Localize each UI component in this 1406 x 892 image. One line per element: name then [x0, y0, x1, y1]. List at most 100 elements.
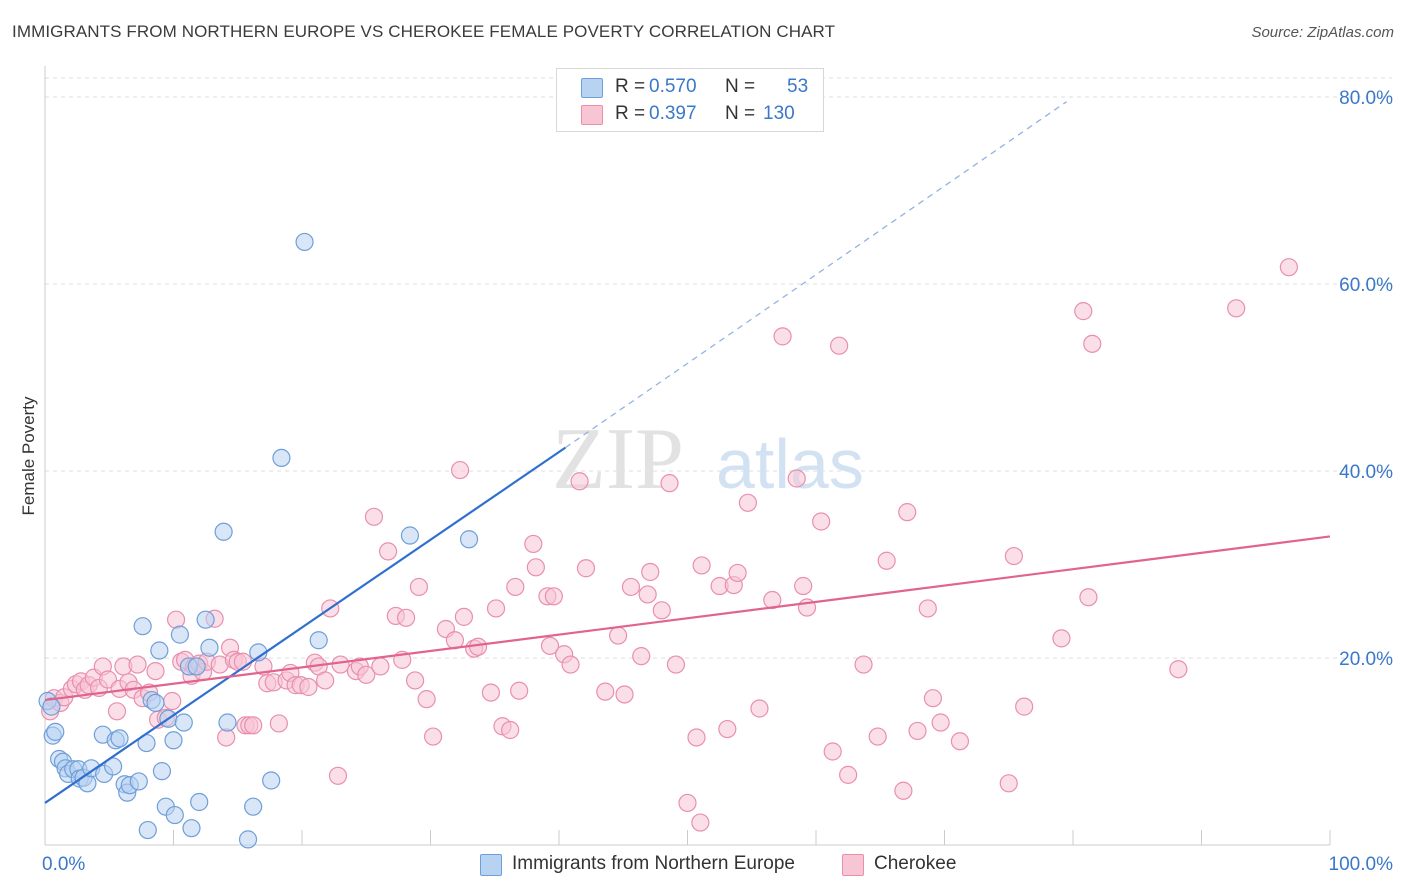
- data-point: [652, 601, 671, 620]
- data-point: [454, 607, 474, 626]
- data-point: [526, 558, 545, 577]
- data-point: [615, 685, 634, 704]
- data-point: [170, 625, 190, 644]
- n-label: N =: [725, 103, 756, 124]
- data-point: [787, 469, 806, 488]
- data-point: [544, 587, 563, 606]
- data-point: [918, 599, 937, 618]
- data-point: [200, 638, 219, 657]
- data-point: [409, 577, 429, 597]
- data-point: [1083, 334, 1102, 353]
- data-point: [830, 336, 849, 355]
- data-point: [244, 716, 263, 735]
- data-point: [666, 655, 686, 674]
- r-label: R =: [615, 103, 646, 124]
- data-point: [540, 636, 560, 655]
- chart-title: IMMIGRANTS FROM NORTHERN EUROPE VS CHERO…: [12, 22, 836, 41]
- data-point: [138, 820, 157, 840]
- gridlines: [45, 77, 1392, 659]
- n-value: 130: [763, 103, 795, 124]
- data-point: [638, 585, 657, 604]
- r-value: 0.570: [649, 76, 697, 97]
- x-tick-label: 0.0%: [42, 854, 85, 875]
- watermark-zip: ZIP: [552, 411, 684, 508]
- tick-labels: 20.0% 40.0% 60.0% 80.0% 0.0% 100.0%: [42, 88, 1393, 875]
- trend-line-cherokee: [44, 535, 1331, 702]
- legend-label: Immigrants from Northern Europe: [512, 853, 795, 874]
- legend-swatch-blue: [480, 854, 502, 876]
- data-point: [609, 626, 628, 645]
- series-cherokee-points: [41, 258, 1298, 832]
- data-point: [187, 657, 206, 676]
- data-point: [371, 657, 390, 676]
- data-point: [400, 526, 420, 545]
- data-point: [524, 534, 543, 554]
- data-point: [174, 713, 193, 732]
- data-point: [1079, 588, 1098, 607]
- data-point: [42, 697, 61, 716]
- data-point: [272, 448, 291, 468]
- source-label: Source: ZipAtlas.com: [1251, 24, 1394, 41]
- y-tick-label: 80.0%: [1339, 88, 1393, 109]
- data-point: [262, 771, 281, 790]
- data-point: [328, 766, 348, 785]
- data-point: [501, 720, 520, 740]
- data-point: [908, 721, 927, 741]
- y-tick-label: 20.0%: [1339, 649, 1393, 670]
- data-point: [417, 690, 436, 709]
- r-value: 0.397: [649, 103, 697, 124]
- data-point: [299, 677, 318, 697]
- n-value: 53: [787, 76, 809, 97]
- data-point: [812, 512, 831, 531]
- stats-row-cherokee: R = 0.397 N = 130: [557, 101, 823, 127]
- r-label: R =: [615, 76, 646, 97]
- data-point: [750, 699, 769, 718]
- data-point: [632, 647, 651, 666]
- data-point: [217, 728, 236, 747]
- data-point: [898, 503, 917, 522]
- data-point: [218, 713, 237, 732]
- data-point: [1074, 302, 1093, 321]
- data-point: [423, 727, 443, 746]
- data-point: [450, 460, 470, 480]
- data-point: [923, 689, 943, 708]
- data-point: [506, 577, 525, 597]
- data-point: [190, 792, 209, 812]
- series-immigrants-points: [38, 232, 479, 849]
- data-point: [163, 691, 182, 711]
- data-point: [773, 327, 792, 346]
- legend-swatch-pink: [842, 854, 864, 876]
- data-point: [107, 702, 127, 721]
- data-point: [999, 774, 1018, 793]
- data-point: [166, 610, 186, 629]
- data-point: [718, 719, 737, 739]
- data-point: [269, 714, 288, 733]
- data-point: [621, 577, 641, 597]
- data-point: [164, 731, 183, 750]
- data-point: [687, 728, 706, 747]
- data-point: [1227, 299, 1246, 318]
- y-axis-label: Female Poverty: [19, 396, 38, 516]
- data-point: [510, 681, 529, 700]
- data-point: [46, 722, 65, 741]
- data-point: [309, 631, 328, 650]
- data-point: [1052, 629, 1071, 648]
- swatch-blue: [581, 78, 603, 98]
- data-point: [486, 599, 506, 618]
- data-point: [295, 232, 314, 252]
- data-point: [146, 693, 165, 712]
- data-point: [316, 671, 335, 690]
- data-point: [238, 830, 258, 849]
- data-point: [794, 576, 813, 596]
- data-point: [950, 732, 970, 751]
- data-point: [196, 610, 215, 629]
- data-point: [561, 655, 580, 674]
- trend-line-immigrants-extension: [565, 101, 1067, 449]
- data-point: [481, 683, 500, 702]
- data-point: [678, 793, 697, 813]
- data-point: [931, 713, 950, 732]
- watermark-atlas: atlas: [716, 425, 864, 503]
- data-point: [214, 522, 233, 541]
- trend-lines: [44, 101, 1331, 804]
